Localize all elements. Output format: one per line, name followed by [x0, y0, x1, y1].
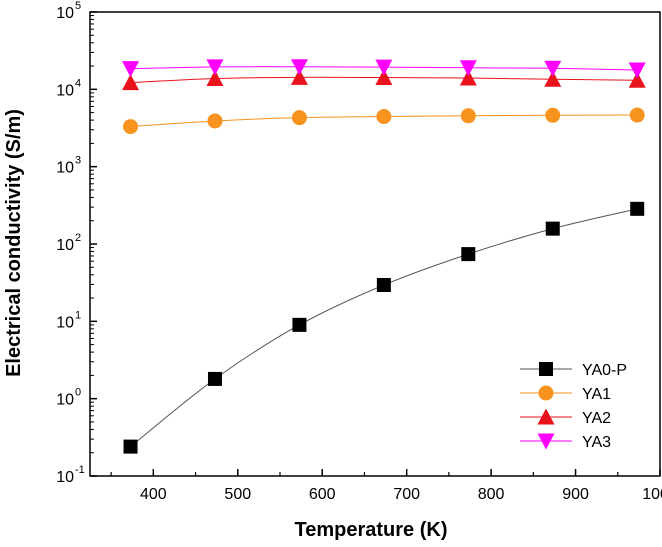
y-tick-label: 10: [56, 5, 74, 22]
y-tick-exponent: 0: [75, 387, 81, 399]
data-point: [122, 61, 140, 78]
data-point: [292, 317, 307, 332]
x-tick-label: 500: [224, 486, 251, 503]
series-ya1: [123, 107, 645, 135]
data-point: [630, 201, 645, 216]
y-tick-exponent: 3: [75, 155, 81, 167]
series-ya3: [122, 59, 646, 79]
data-point: [460, 108, 476, 124]
y-tick-label: 10: [56, 392, 74, 409]
series-ya0-p: [123, 201, 645, 454]
y-tick-exponent: 1: [75, 309, 81, 321]
y-tick-exponent: 4: [75, 77, 81, 89]
data-point: [206, 70, 224, 87]
series-line: [130, 208, 638, 447]
data-point: [290, 59, 308, 76]
legend-marker: [537, 433, 555, 450]
legend: YA0-P YA1 YA2 YA3: [520, 362, 627, 451]
data-point: [545, 107, 561, 123]
data-point: [376, 109, 392, 125]
legend-item: YA2: [520, 408, 611, 427]
data-point: [291, 110, 307, 126]
y-tick-exponent: -1: [75, 464, 85, 476]
x-tick-label: 600: [309, 486, 336, 503]
legend-marker: [538, 385, 554, 401]
y-tick-label: 10: [56, 82, 74, 99]
data-point: [459, 69, 477, 86]
data-point: [628, 62, 646, 79]
x-tick-label: 800: [478, 486, 505, 503]
data-point: [628, 71, 646, 88]
y-tick-exponent: 2: [75, 232, 81, 244]
x-tick-label: 1000: [642, 486, 662, 503]
data-point: [206, 59, 224, 76]
data-point: [123, 119, 139, 135]
x-tick-label: 700: [393, 486, 420, 503]
legend-item: YA3: [520, 433, 611, 451]
data-point: [207, 113, 223, 129]
series-ya2: [122, 68, 646, 91]
y-tick-label: 10: [56, 314, 74, 331]
y-tick-label: 10: [56, 469, 74, 486]
legend-label: YA0-P: [582, 362, 627, 379]
y-tick-label: 10: [56, 237, 74, 254]
data-point: [544, 70, 562, 87]
data-point: [459, 60, 477, 77]
legend-label: YA2: [582, 410, 611, 427]
data-point: [544, 60, 562, 77]
data-point: [207, 371, 222, 386]
x-tick-label: 400: [140, 486, 167, 503]
y-axis-label: Electrical conductivity (S/m): [3, 109, 25, 377]
y-tick-label: 10: [56, 160, 74, 177]
data-point: [545, 221, 560, 236]
data-point: [375, 69, 393, 86]
legend-marker: [539, 362, 553, 376]
data-point: [290, 68, 308, 85]
legend-item: YA1: [520, 385, 611, 403]
x-axis-label: Temperature (K): [295, 519, 448, 541]
data-point: [629, 107, 645, 123]
data-point: [461, 247, 476, 262]
y-tick-exponent: 5: [75, 0, 81, 12]
legend-label: YA3: [582, 434, 611, 451]
legend-marker: [537, 408, 555, 425]
data-point: [122, 74, 140, 91]
x-tick-label: 900: [562, 486, 589, 503]
legend-item: YA0-P: [520, 362, 627, 379]
data-point: [375, 59, 393, 76]
data-point: [376, 278, 391, 293]
legend-label: YA1: [582, 386, 611, 403]
plot-frame: [89, 11, 661, 477]
data-point: [123, 439, 138, 454]
